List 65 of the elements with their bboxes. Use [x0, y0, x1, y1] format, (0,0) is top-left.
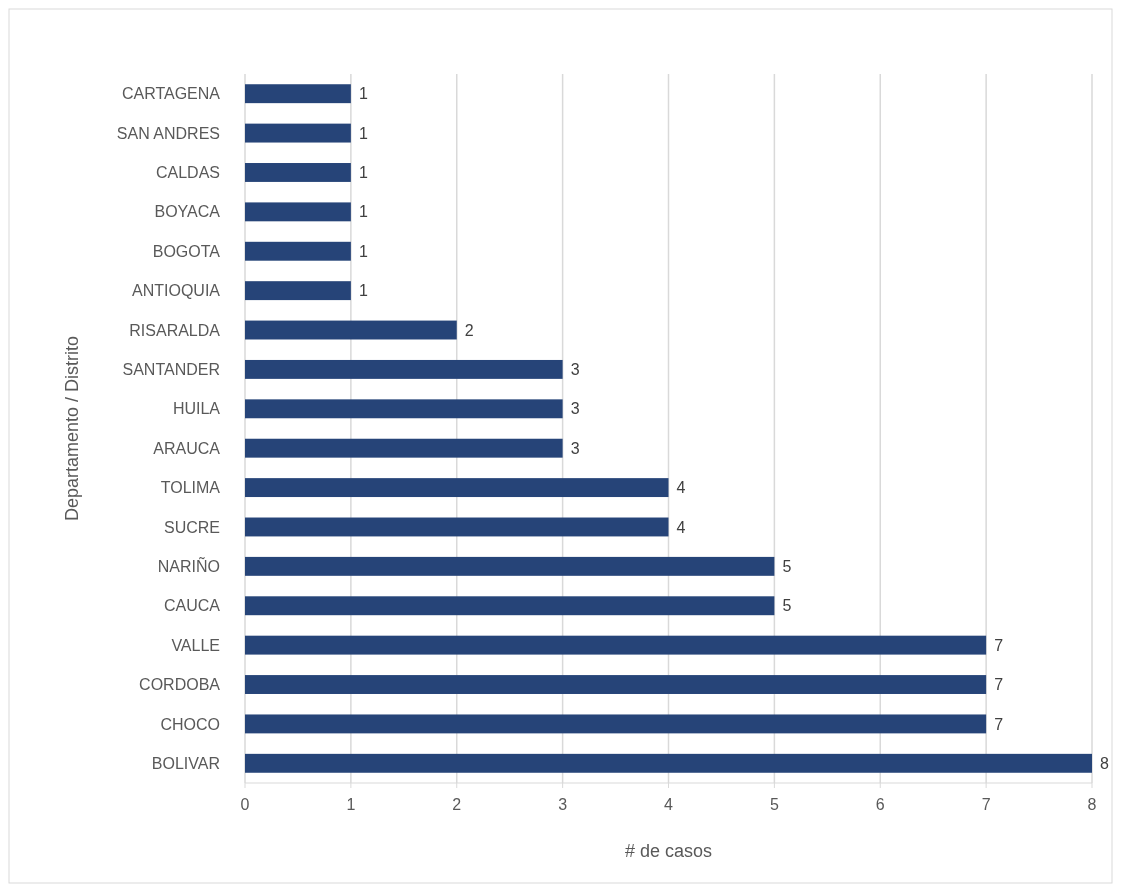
y-tick-label: BOLIVAR [151, 754, 220, 772]
x-tick-label: 8 [1087, 796, 1097, 813]
x-tick-label: 7 [981, 796, 991, 813]
y-tick-label: ANTIOQUIA [131, 282, 221, 300]
y-tick-label: SANTANDER [122, 361, 220, 379]
bar [245, 84, 351, 104]
x-tick-label: 5 [769, 796, 779, 813]
y-tick-label: BOGOTA [152, 242, 221, 260]
x-axis-title: # de casos [624, 841, 713, 861]
bar [245, 123, 351, 143]
y-tick-label: SUCRE [163, 518, 220, 536]
data-label: 5 [782, 597, 792, 615]
y-tick-label: TOLIMA [160, 479, 221, 497]
y-tick-label: CORDOBA [139, 676, 221, 694]
data-label: 7 [994, 715, 1004, 733]
bar [245, 202, 351, 222]
bar [245, 438, 563, 458]
data-label: 5 [782, 557, 792, 575]
data-label: 4 [676, 518, 686, 536]
data-label: 1 [358, 282, 368, 300]
x-tick-label: 2 [452, 796, 462, 813]
y-tick-label: CHOCO [160, 715, 220, 733]
y-tick-label: HUILA [172, 400, 221, 418]
bar [245, 635, 987, 655]
y-tick-label: SAN ANDRES [116, 124, 220, 142]
y-tick-label: BOYACA [154, 203, 221, 221]
data-label: 3 [570, 400, 580, 418]
y-tick-label: VALLE [171, 636, 220, 654]
y-tick-label: NARIÑO [157, 555, 220, 575]
data-label: 4 [676, 479, 686, 497]
bar [245, 556, 775, 576]
data-label: 1 [358, 203, 368, 221]
bar [245, 478, 669, 498]
data-label: 7 [994, 676, 1004, 694]
bar [245, 320, 457, 340]
x-tick-label: 4 [664, 796, 674, 813]
data-label: 2 [464, 321, 474, 339]
data-label: 8 [1100, 754, 1109, 772]
bar [245, 281, 351, 301]
data-label: 1 [358, 124, 368, 142]
bar [245, 163, 351, 182]
data-label: 7 [994, 636, 1004, 654]
data-label: 3 [570, 439, 580, 457]
y-tick-label: CARTAGENA [121, 85, 221, 103]
data-label: 1 [358, 164, 368, 182]
x-tick-label: 6 [875, 796, 885, 813]
bar [245, 241, 351, 261]
data-label: 1 [358, 85, 368, 103]
bar [245, 675, 987, 694]
y-tick-label: ARAUCA [153, 439, 221, 457]
bar [245, 753, 1092, 773]
data-label: 1 [358, 242, 368, 260]
bar [245, 517, 669, 537]
x-tick-label: 3 [558, 796, 568, 813]
bar [245, 359, 563, 379]
y-tick-label: CAUCA [163, 597, 221, 615]
bar [245, 596, 775, 616]
data-label: 3 [570, 361, 580, 379]
y-tick-label: RISARALDA [129, 321, 221, 339]
bar [245, 714, 987, 734]
x-tick-label: 0 [240, 796, 250, 813]
y-axis-title: Departamento / Distrito [62, 335, 82, 522]
x-tick-label: 1 [346, 796, 356, 813]
y-tick-label: CALDAS [155, 164, 220, 182]
bar [245, 399, 563, 419]
